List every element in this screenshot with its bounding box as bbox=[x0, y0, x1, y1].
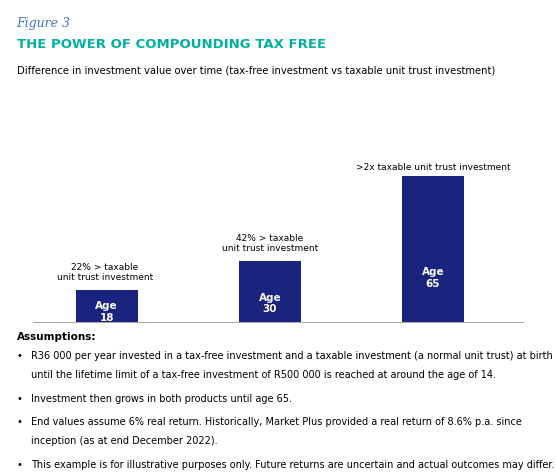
Text: End values assume 6% real return. Historically, Market Plus provided a real retu: End values assume 6% real return. Histor… bbox=[31, 417, 522, 427]
Text: •: • bbox=[17, 351, 23, 361]
Bar bbox=[239, 261, 301, 322]
Text: •: • bbox=[17, 460, 23, 470]
Text: Age
18: Age 18 bbox=[96, 301, 118, 323]
Text: This example is for illustrative purposes only. Future returns are uncertain and: This example is for illustrative purpose… bbox=[31, 460, 554, 470]
Text: until the lifetime limit of a tax-free investment of R500 000 is reached at arou: until the lifetime limit of a tax-free i… bbox=[31, 370, 495, 380]
Text: •: • bbox=[17, 417, 23, 427]
Text: THE POWER OF COMPOUNDING TAX FREE: THE POWER OF COMPOUNDING TAX FREE bbox=[17, 38, 326, 51]
Text: >2x taxable unit trust investment: >2x taxable unit trust investment bbox=[356, 163, 510, 172]
Text: 22% > taxable
unit trust investment: 22% > taxable unit trust investment bbox=[57, 263, 153, 282]
Bar bbox=[76, 289, 138, 322]
Text: •: • bbox=[17, 394, 23, 403]
Text: Assumptions:: Assumptions: bbox=[17, 332, 96, 342]
Text: Investment then grows in both products until age 65.: Investment then grows in both products u… bbox=[31, 394, 291, 403]
Bar bbox=[402, 176, 464, 322]
Text: Difference in investment value over time (tax-free investment vs taxable unit tr: Difference in investment value over time… bbox=[17, 65, 495, 75]
Text: Age
30: Age 30 bbox=[259, 292, 281, 314]
Text: Figure 3: Figure 3 bbox=[17, 17, 71, 29]
Text: Age
65: Age 65 bbox=[421, 267, 444, 289]
Text: 42% > taxable
unit trust investment: 42% > taxable unit trust investment bbox=[222, 234, 318, 253]
Text: R36 000 per year invested in a tax-free investment and a taxable investment (a n: R36 000 per year invested in a tax-free … bbox=[31, 351, 552, 361]
Text: inception (as at end December 2022).: inception (as at end December 2022). bbox=[31, 436, 217, 446]
